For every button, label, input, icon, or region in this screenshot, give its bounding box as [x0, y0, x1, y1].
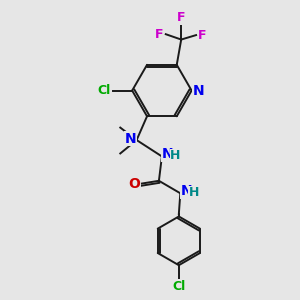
Text: F: F	[155, 28, 164, 41]
Text: N: N	[192, 84, 204, 98]
Text: H: H	[170, 149, 181, 162]
Text: F: F	[198, 28, 207, 42]
Text: F: F	[177, 11, 185, 24]
Text: Cl: Cl	[97, 84, 111, 97]
Text: O: O	[128, 177, 140, 191]
Text: N: N	[162, 147, 174, 161]
Text: N: N	[180, 184, 192, 198]
Text: Cl: Cl	[172, 280, 185, 293]
Text: N: N	[124, 132, 136, 145]
Text: H: H	[189, 186, 199, 199]
